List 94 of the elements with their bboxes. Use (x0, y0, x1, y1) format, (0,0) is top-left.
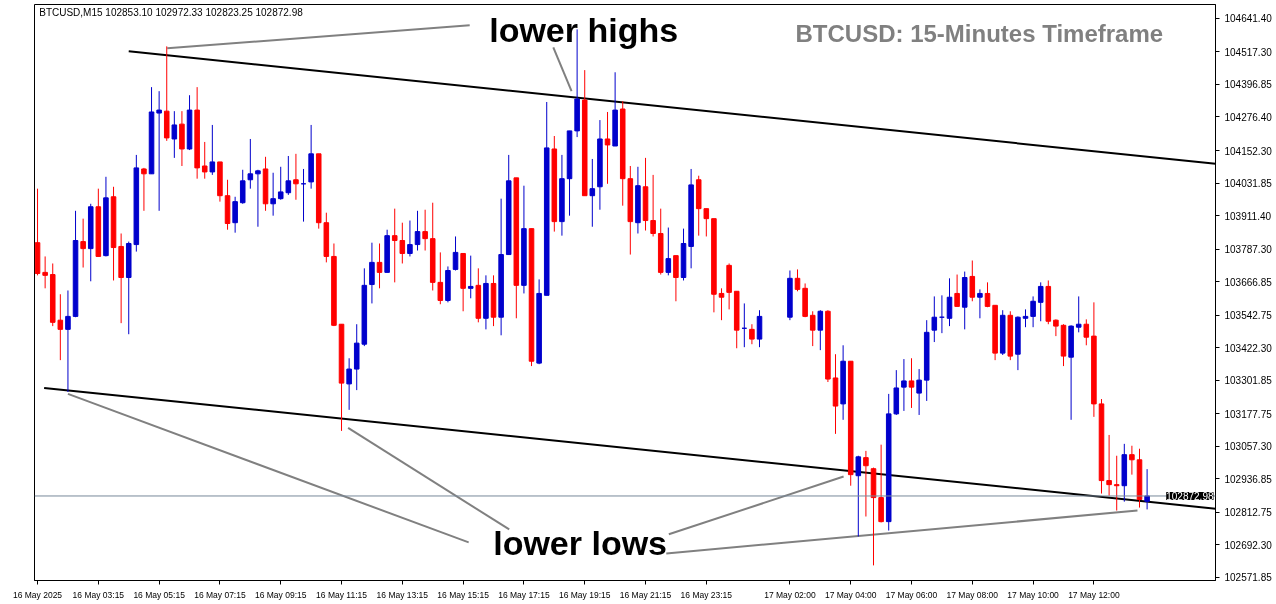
candlestick (1083, 318, 1090, 346)
candlestick (650, 174, 656, 237)
candlestick (414, 210, 421, 252)
candlestick (977, 288, 983, 319)
candlestick (346, 357, 352, 411)
candlestick (931, 295, 938, 343)
x-tick-label: 16 May 03:15 (72, 589, 125, 600)
candlestick (718, 287, 725, 321)
x-tick-label: 16 May 17:15 (498, 589, 550, 600)
x-tick-label: 16 May 07:15 (194, 589, 246, 600)
candlestick (422, 209, 428, 252)
candlestick (916, 368, 922, 416)
x-tick-label: 16 May 05:15 (133, 589, 186, 600)
y-tick-label: 102571.85 (1224, 572, 1273, 584)
candlestick (946, 277, 953, 327)
candlestick (80, 218, 86, 269)
candlestick (969, 260, 976, 302)
y-tick-label: 102936.85 (1224, 473, 1273, 485)
candlestick (171, 110, 178, 159)
candlestick (452, 235, 459, 271)
x-tick-label: 16 May 21:15 (619, 589, 672, 600)
candlestick (817, 309, 824, 351)
y-tick-label: 103301.85 (1224, 375, 1273, 387)
candlestick (809, 310, 816, 347)
candlestick (1075, 295, 1082, 333)
x-tick-label: 17 May 12:00 (1068, 589, 1120, 600)
x-tick-label: 16 May 11:15 (316, 589, 368, 600)
candlestick (376, 242, 383, 289)
x-tick-label: 17 May 10:00 (1007, 589, 1060, 600)
candlestick (673, 255, 679, 302)
candlestick (239, 169, 246, 205)
candlestick (201, 141, 208, 180)
y-tick-label: 103787.30 (1224, 244, 1273, 256)
candlestick (1129, 445, 1135, 476)
x-tick-label: 16 May 13:15 (376, 589, 429, 600)
annotation: lower lows (493, 524, 668, 563)
candlestick (908, 357, 915, 409)
x-tick-label: 17 May 04:00 (824, 589, 877, 600)
candlestick (1037, 281, 1044, 322)
y-tick-label: 103666.85 (1224, 276, 1273, 288)
ref-line-label: 102872.98 (1166, 490, 1214, 502)
candlestick (156, 90, 162, 212)
candlestick (794, 268, 801, 292)
candlestick (703, 208, 710, 237)
y-tick-label: 103542.75 (1224, 310, 1273, 322)
candlestick (42, 255, 48, 289)
candlestick (749, 323, 755, 345)
y-tick-label: 104517.30 (1224, 46, 1273, 58)
y-tick-label: 102692.30 (1224, 539, 1273, 551)
candlestick (1106, 434, 1112, 497)
annotation: lower highs (489, 11, 679, 50)
x-tick-label: 17 May 06:00 (885, 589, 938, 600)
y-tick-label: 104641.40 (1224, 13, 1273, 25)
x-tick-label: 17 May 02:00 (764, 589, 816, 600)
candlestick (65, 289, 71, 393)
candlestick (141, 167, 147, 212)
candlestick (665, 227, 672, 276)
y-tick-label: 103911.40 (1224, 210, 1272, 222)
x-tick-label: 16 May 09:15 (254, 589, 307, 600)
y-tick-label: 103177.75 (1224, 408, 1273, 420)
y-tick-label: 102812.75 (1224, 507, 1273, 519)
x-tick-label: 17 May 08:00 (946, 589, 999, 600)
text: BTCUSD: 15-Minutes Timeframe (795, 19, 1164, 47)
x-tick-label: 16 May 23:15 (680, 589, 733, 600)
candlestick (247, 138, 254, 190)
x-tick-label: 16 May 2025 (12, 589, 63, 600)
candlestick (369, 242, 375, 304)
candlestick (1053, 318, 1059, 337)
candlestick (589, 158, 596, 228)
candlestick (209, 124, 216, 176)
x-tick-label: 16 May 15:15 (437, 589, 490, 600)
x-tick-label: 16 May 19:15 (558, 589, 611, 600)
candlestick (604, 111, 611, 185)
y-tick-label: 104396.85 (1224, 79, 1273, 91)
candlestick (407, 220, 413, 257)
candlestick (467, 255, 474, 299)
y-tick-label: 104152.30 (1224, 145, 1273, 157)
candlestick (901, 358, 907, 412)
candlestick (293, 153, 299, 201)
candlestick (863, 450, 869, 517)
candlestick (1030, 295, 1036, 328)
candlestick (984, 281, 991, 308)
y-tick-label: 103057.30 (1224, 441, 1273, 453)
candlestick (232, 196, 238, 234)
candlestick (255, 169, 261, 228)
candlestick (1113, 455, 1120, 512)
candlestick (954, 274, 960, 307)
y-tick-label: 104031.85 (1224, 178, 1273, 190)
candlestick (270, 172, 276, 217)
y-tick-label: 103422.30 (1224, 342, 1273, 354)
annotation: BTCUSD,M15 102853.10 102972.33 102823.25 102872.98 (39, 7, 304, 19)
y-tick-label: 104276.40 (1224, 112, 1273, 123)
candlestick (756, 309, 763, 348)
candlestick (855, 455, 862, 537)
